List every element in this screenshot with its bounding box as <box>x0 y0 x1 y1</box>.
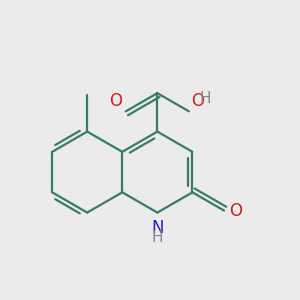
Text: H: H <box>199 91 211 106</box>
Text: O: O <box>230 202 242 220</box>
Text: O: O <box>191 92 204 110</box>
Text: N: N <box>151 219 164 237</box>
Text: H: H <box>152 230 163 245</box>
Text: O: O <box>109 92 122 110</box>
